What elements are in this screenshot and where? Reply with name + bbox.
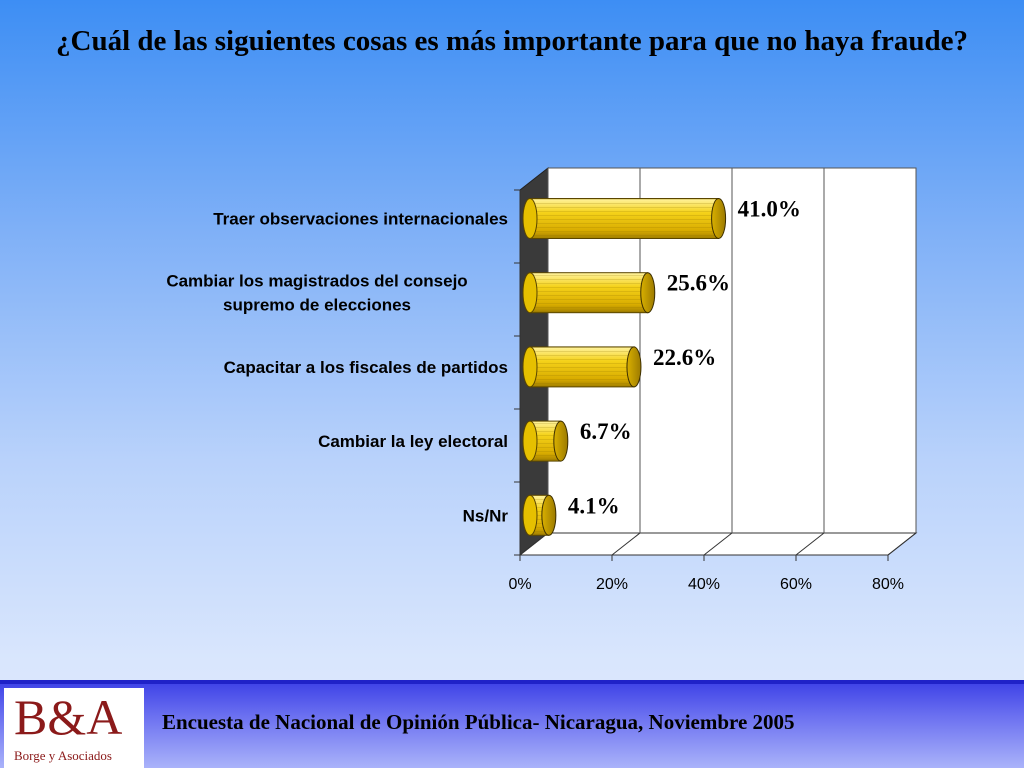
floor-gridline [795, 532, 825, 556]
company-logo: B&A Borge y Asociados [4, 688, 144, 768]
value-label: 4.1% [568, 493, 620, 518]
floor-gridline [887, 532, 917, 556]
category-label: supremo de elecciones [223, 296, 411, 315]
logo-subtitle: Borge y Asociados [14, 748, 112, 763]
bar [522, 198, 727, 239]
footer-divider [0, 680, 1024, 684]
bar-end-cap [711, 198, 727, 239]
value-label: 25.6% [667, 271, 730, 296]
category-label: Capacitar a los fiscales de partidos [224, 358, 508, 377]
floor-gridline [519, 532, 549, 556]
bar-chart: 0% 20% 40% 60% 80% 41.0% Traer observaciones i… [166, 166, 918, 593]
bar-end-cap [541, 494, 557, 536]
bar-start-cap [522, 198, 538, 239]
value-label: 6.7% [580, 419, 632, 444]
category-label: Traer observaciones internacionales [213, 210, 508, 229]
category-label: Ns/Nr [463, 506, 509, 525]
floor-gridline [703, 532, 733, 556]
survey-caption: Encuesta de Nacional de Opinión Pública-… [162, 710, 795, 734]
category-label: Cambiar los magistrados del consejo [166, 272, 467, 291]
page-title: ¿Cuál de las siguientes cosas es más imp… [56, 25, 968, 57]
logo-mark: B&A [14, 689, 123, 745]
x-tick-label: 60% [780, 576, 812, 593]
bar-texture [530, 346, 634, 387]
bar [522, 494, 557, 536]
footer-bar: B&A Borge y Asociados Encuesta de Nacion… [0, 680, 1024, 768]
bar-start-cap [522, 346, 538, 388]
x-tick-label: 40% [688, 576, 720, 593]
bar-end-cap [640, 272, 656, 314]
bar-start-cap [522, 272, 538, 314]
x-tick-label: 0% [508, 576, 531, 593]
bar-start-cap [522, 420, 538, 462]
bar-end-cap [553, 420, 569, 462]
value-label: 41.0% [738, 197, 801, 222]
bar [522, 272, 656, 314]
category-label: Cambiar la ley electoral [318, 432, 508, 451]
bar [522, 420, 569, 462]
bar-end-cap [626, 346, 642, 388]
x-tick-label: 80% [872, 576, 904, 593]
bar-texture [530, 272, 648, 313]
bar [522, 346, 642, 388]
x-tick-label: 20% [596, 576, 628, 593]
bar-texture [530, 198, 719, 239]
floor-gridline [611, 532, 641, 556]
bar-start-cap [522, 494, 538, 536]
value-label: 22.6% [653, 345, 716, 370]
